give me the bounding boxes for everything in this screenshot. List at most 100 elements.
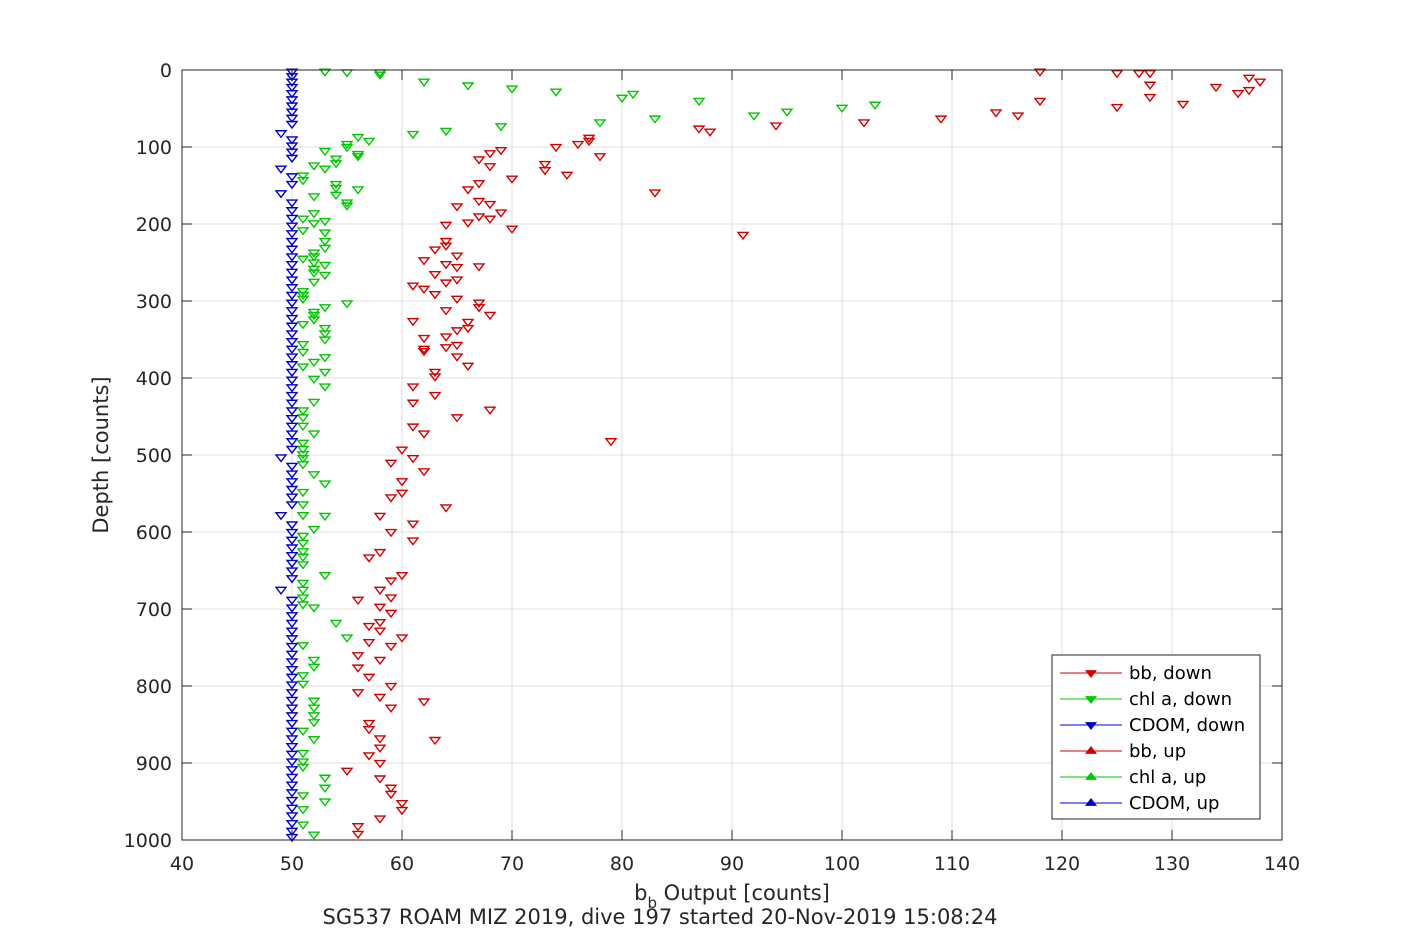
y-tick-label: 600 (136, 522, 172, 544)
data-point (1242, 74, 1256, 83)
data-point (395, 806, 409, 816)
data-point (285, 180, 299, 190)
data-point (296, 255, 310, 264)
legend-label: bb, up (1129, 741, 1186, 762)
data-point (285, 376, 299, 385)
series-chl-a-down (296, 68, 882, 840)
data-point (406, 423, 420, 432)
data-point (494, 146, 508, 156)
data-point (340, 69, 354, 78)
x-axis-label: bb Output [counts] (634, 881, 830, 912)
y-tick-label: 400 (136, 368, 172, 390)
data-point (307, 220, 321, 229)
data-point (461, 324, 475, 334)
data-point (1176, 100, 1190, 110)
data-point (417, 257, 431, 266)
data-point (285, 567, 299, 576)
data-point (395, 478, 409, 487)
data-point (1132, 69, 1146, 79)
data-point (351, 153, 365, 162)
data-point (1033, 68, 1047, 77)
data-point (285, 544, 299, 553)
data-point (285, 173, 299, 182)
data-point (285, 199, 299, 208)
data-point (307, 736, 321, 745)
data-point (417, 430, 431, 439)
data-point (593, 119, 607, 128)
data-point (296, 792, 310, 801)
data-point (285, 391, 299, 401)
data-point (593, 153, 607, 162)
data-point (318, 217, 332, 227)
data-point (285, 222, 299, 231)
data-point (285, 559, 299, 569)
data-point (296, 215, 310, 224)
data-point (989, 109, 1003, 118)
data-point (285, 245, 299, 254)
data-point (285, 658, 299, 667)
data-point (285, 345, 299, 355)
data-point (384, 682, 398, 692)
data-point (296, 579, 310, 589)
data-point (549, 88, 563, 97)
data-point (274, 511, 288, 521)
data-point (285, 284, 299, 293)
data-point (296, 548, 310, 557)
legend-marker (1084, 798, 1098, 806)
data-point (384, 784, 398, 793)
data-point (483, 215, 497, 224)
data-point (307, 398, 321, 408)
data-point (373, 512, 387, 522)
data-point (318, 324, 332, 334)
data-point (318, 229, 332, 238)
legend-label: chl a, down (1129, 689, 1232, 710)
data-point (351, 664, 365, 673)
data-point (439, 221, 453, 231)
data-point (417, 285, 431, 294)
data-point (296, 363, 310, 372)
data-point (274, 130, 288, 139)
data-point (461, 318, 475, 328)
x-tick-label: 130 (1154, 853, 1190, 875)
x-tick-label: 140 (1264, 853, 1300, 875)
data-point (1011, 112, 1025, 121)
data-point (307, 278, 321, 288)
data-point (285, 207, 299, 216)
data-point (285, 430, 299, 439)
data-point (285, 108, 299, 117)
data-point (285, 438, 299, 447)
data-point (395, 489, 409, 499)
data-point (318, 336, 332, 345)
data-point (450, 264, 464, 273)
data-point (285, 114, 299, 124)
data-point (747, 112, 761, 121)
data-point (318, 784, 332, 793)
data-point (285, 827, 299, 837)
data-point (285, 704, 299, 713)
data-point (428, 736, 442, 746)
data-point (307, 704, 321, 713)
data-point (285, 337, 299, 347)
data-point (439, 307, 453, 316)
data-point (318, 512, 332, 522)
data-point (351, 652, 365, 661)
data-point (296, 177, 310, 186)
x-tick-label: 120 (1044, 853, 1080, 875)
data-point (285, 750, 299, 760)
data-point (296, 539, 310, 549)
data-point (450, 295, 464, 304)
data-point (329, 155, 343, 164)
data-point (307, 358, 321, 368)
data-point (274, 586, 288, 596)
data-point (868, 101, 882, 110)
series-bb-down (340, 68, 1267, 840)
data-point (296, 461, 310, 470)
data-point (307, 162, 321, 171)
data-point (384, 577, 398, 586)
data-point (307, 663, 321, 673)
data-point (274, 454, 288, 463)
data-point (307, 311, 321, 321)
data-point (329, 191, 343, 201)
data-point (351, 150, 365, 160)
data-point (307, 193, 321, 202)
